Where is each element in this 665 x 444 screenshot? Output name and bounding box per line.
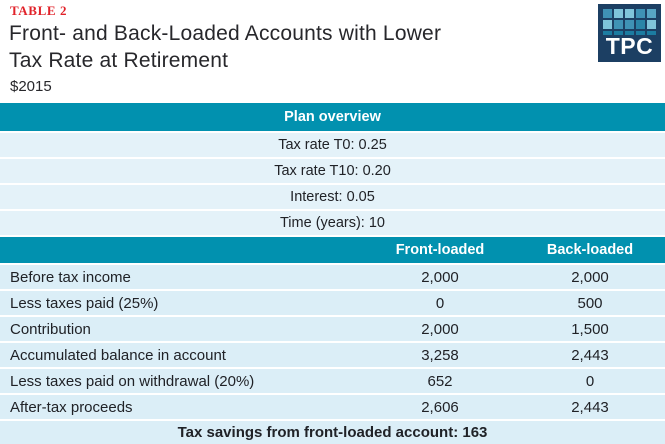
row-label: After-tax proceeds bbox=[10, 398, 133, 416]
front-loaded-value: 2,606 bbox=[421, 398, 459, 416]
logo-text: TPC bbox=[605, 33, 654, 59]
front-loaded-value: 2,000 bbox=[421, 320, 459, 338]
table-row-less-taxes-withdrawal: Less taxes paid on withdrawal (20%) 652 … bbox=[0, 369, 665, 393]
page-title-line2: Tax Rate at Retirement bbox=[9, 49, 229, 72]
logo-square bbox=[636, 20, 645, 29]
comparison-column-headers: Front-loaded Back-loaded bbox=[0, 237, 665, 263]
front-loaded-value: 2,000 bbox=[421, 268, 459, 286]
table-number-label: TABLE 2 bbox=[10, 3, 68, 18]
plan-overview-header: Plan overview bbox=[0, 103, 665, 131]
logo-square bbox=[603, 20, 612, 29]
plan-row-interest: Interest: 0.05 bbox=[0, 185, 665, 209]
back-loaded-value: 1,500 bbox=[571, 320, 609, 338]
plan-row-tax-rate-t0: Tax rate T0: 0.25 bbox=[0, 133, 665, 157]
row-label: Less taxes paid on withdrawal (20%) bbox=[10, 372, 255, 390]
logo-square bbox=[647, 20, 656, 29]
back-loaded-value: 2,443 bbox=[571, 346, 609, 364]
table-row-after-tax-proceeds: After-tax proceeds 2,606 2,443 bbox=[0, 395, 665, 419]
row-label: Before tax income bbox=[10, 268, 131, 286]
report-header: TABLE 2 Front- and Back-Loaded Accounts … bbox=[0, 0, 665, 103]
column-header-back-loaded: Back-loaded bbox=[546, 242, 634, 258]
row-label: Accumulated balance in account bbox=[10, 346, 226, 364]
page-title: Front- and Back-Loaded Accounts with Low… bbox=[9, 20, 441, 74]
tax-savings-footer: Tax savings from front-loaded account: 1… bbox=[0, 421, 665, 444]
table-row-contribution: Contribution 2,000 1,500 bbox=[0, 317, 665, 341]
tpc-logo: TPC bbox=[598, 4, 661, 62]
logo-square bbox=[603, 31, 612, 35]
logo-square bbox=[647, 31, 656, 35]
table-row-before-tax-income: Before tax income 2,000 2,000 bbox=[0, 265, 665, 289]
logo-square bbox=[625, 9, 634, 18]
back-loaded-value: 2,443 bbox=[571, 398, 609, 416]
back-loaded-value: 0 bbox=[585, 372, 595, 390]
row-label: Contribution bbox=[10, 320, 91, 338]
back-loaded-value: 2,000 bbox=[571, 268, 609, 286]
logo-square bbox=[625, 31, 634, 35]
front-loaded-value: 3,258 bbox=[421, 346, 459, 364]
plan-row-tax-rate-t10: Tax rate T10: 0.20 bbox=[0, 159, 665, 183]
row-label: Less taxes paid (25%) bbox=[10, 294, 159, 312]
front-loaded-value: 0 bbox=[435, 294, 445, 312]
plan-row-time-years: Time (years): 10 bbox=[0, 211, 665, 235]
logo-square bbox=[647, 9, 656, 18]
logo-square bbox=[636, 31, 645, 35]
logo-square bbox=[614, 9, 623, 18]
logo-square bbox=[614, 31, 623, 35]
logo-square bbox=[614, 20, 623, 29]
logo-square bbox=[625, 20, 634, 29]
page-title-line1: Front- and Back-Loaded Accounts with Low… bbox=[9, 22, 442, 45]
column-header-front-loaded: Front-loaded bbox=[395, 242, 485, 258]
logo-square bbox=[636, 9, 645, 18]
logo-squares-grid bbox=[598, 4, 661, 35]
table-row-accumulated-balance: Accumulated balance in account 3,258 2,4… bbox=[0, 343, 665, 367]
subtitle-dollar-year: $2015 bbox=[10, 78, 52, 95]
front-loaded-value: 652 bbox=[427, 372, 453, 390]
logo-square bbox=[603, 9, 612, 18]
back-loaded-value: 500 bbox=[577, 294, 603, 312]
table-row-less-taxes-paid: Less taxes paid (25%) 0 500 bbox=[0, 291, 665, 315]
